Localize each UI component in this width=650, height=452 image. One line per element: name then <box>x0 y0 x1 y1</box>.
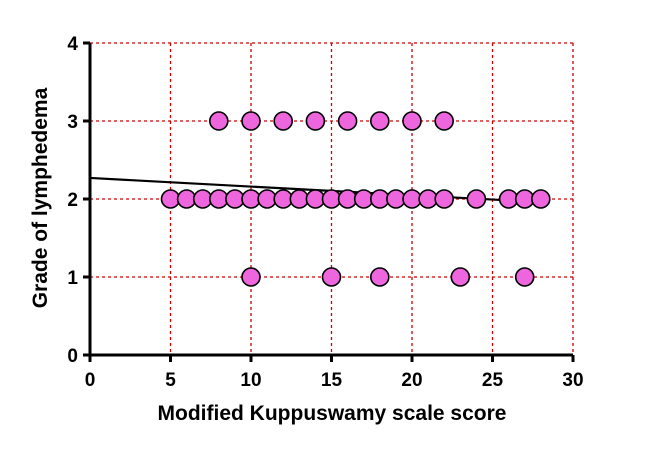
x-ticks: 0 5 10 15 20 25 30 <box>85 355 584 391</box>
data-point <box>369 111 390 131</box>
data-point <box>192 189 213 209</box>
x-tick-label: 30 <box>562 370 583 391</box>
data-point <box>321 189 342 209</box>
x-tick-label: 25 <box>482 370 504 391</box>
data-point <box>418 189 438 209</box>
data-point <box>289 189 310 209</box>
data-point <box>514 267 535 287</box>
data-point <box>450 267 471 287</box>
data-point <box>402 111 422 131</box>
data-point <box>369 189 390 209</box>
data-point <box>160 189 181 209</box>
data-point <box>386 189 406 209</box>
data-point <box>273 111 294 131</box>
y-tick-label: 3 <box>67 112 78 133</box>
x-axis-title: Modified Kuppuswamy scale score <box>158 402 507 425</box>
data-point <box>466 189 487 209</box>
data-points <box>160 111 551 287</box>
data-point <box>241 111 261 131</box>
y-tick-label: 2 <box>67 190 78 211</box>
data-point <box>369 267 390 287</box>
data-point <box>337 189 358 209</box>
x-tick-label: 15 <box>321 370 343 391</box>
data-point <box>434 111 455 131</box>
data-point <box>241 189 261 209</box>
data-point <box>337 111 358 131</box>
y-tick-label: 4 <box>67 34 78 55</box>
data-point <box>225 189 245 209</box>
x-tick-label: 20 <box>401 370 422 391</box>
y-axis-title: Grade of lymphedema <box>29 87 52 308</box>
x-tick-label: 5 <box>165 370 176 391</box>
data-point <box>305 111 326 131</box>
x-tick-label: 0 <box>85 370 96 391</box>
data-point <box>498 189 519 209</box>
data-point <box>434 189 455 209</box>
data-point <box>305 189 326 209</box>
data-point <box>241 267 261 287</box>
data-point <box>530 189 551 209</box>
data-point <box>257 189 277 209</box>
data-point <box>402 189 422 209</box>
data-point <box>321 267 342 287</box>
y-tick-label: 1 <box>67 268 78 289</box>
y-ticks: 0 1 2 3 4 <box>67 34 90 367</box>
x-tick-label: 10 <box>240 370 261 391</box>
data-point <box>209 111 229 131</box>
y-tick-label: 0 <box>67 346 78 367</box>
